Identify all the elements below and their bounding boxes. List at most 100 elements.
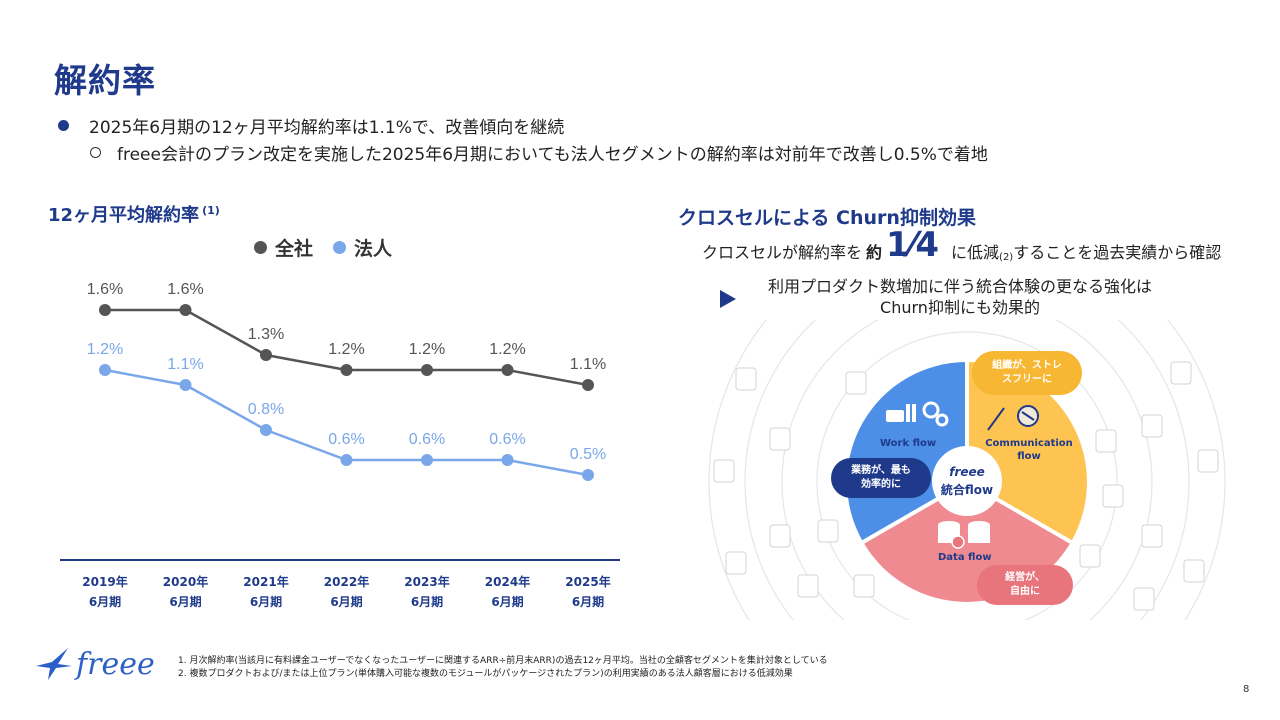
product-icon [725, 551, 747, 575]
hub-label: 統合flow [940, 482, 994, 497]
legend-label-corporate: 法人 [354, 238, 393, 260]
data-label: 1.1% [167, 356, 203, 373]
x-tick-label: 6月期 [89, 594, 121, 609]
x-tick-label: 6月期 [250, 594, 282, 609]
churn-line-chart: 1.6% 1.6% 1.3% 1.2% 1.2% 1.2% 1.1% 1.2% 1.1% 0.8%… [60, 281, 620, 609]
data-point [340, 454, 353, 466]
data-label: 1.1% [570, 356, 606, 373]
cross-sell-fraction: 1⁄4 [886, 225, 940, 265]
x-tick-label: 2025年 [565, 574, 610, 589]
product-icon [1102, 484, 1124, 508]
product-icon [817, 519, 839, 543]
orbit-ring [781, 320, 1153, 620]
page-title: 解約率 [54, 61, 156, 100]
x-tick-label: 2024年 [485, 574, 530, 589]
product-icon [1079, 544, 1101, 568]
x-tick-label: 6月期 [169, 594, 201, 609]
data-point [179, 304, 192, 316]
footnote-2: 2. 複数プロダクトおよび/または上位プラン(単体購入可能な複数のモジュールがパ… [178, 669, 793, 679]
product-icon [845, 371, 867, 395]
data-label: 0.6% [328, 431, 364, 448]
product-icon [1133, 587, 1155, 611]
product-icon [713, 459, 735, 483]
footnote-1: 1. 月次解約率(当該月に有料課金ユーザーでなくなったユーザーに関連するARR÷… [178, 656, 828, 666]
data-point [501, 364, 514, 376]
cross-sell-prefix: クロスセルが解約率を [702, 243, 863, 262]
data-point [421, 454, 433, 466]
synergy-line-1: 利用プロダクト数増加に伴う統合体験の更なる強化は [767, 277, 1152, 296]
product-icon [797, 574, 819, 598]
product-icon [1141, 524, 1163, 548]
freee-bird-icon [36, 648, 72, 680]
product-icon [1183, 559, 1205, 583]
product-icon [735, 367, 757, 391]
footnotes: 1. 月次解約率(当該月に有料課金ユーザーでなくなったユーザーに関連するARR÷… [178, 655, 828, 681]
orbit-ring [744, 320, 1190, 620]
data-point [501, 454, 514, 466]
communication-tools-icon [987, 405, 1039, 431]
freee-logo: freee [34, 646, 155, 682]
cross-sell-statement: クロスセルが解約率を 約 1⁄4 に低減 (2) することを過去実績から確認 [702, 227, 1221, 263]
data-label: 1.6% [87, 281, 123, 298]
data-flow-label: Data flow [938, 552, 992, 563]
data-label: 0.8% [248, 401, 284, 418]
product-icon [853, 574, 875, 598]
cross-sell-note: (2) [999, 252, 1014, 263]
chart-title-note: (1) [202, 204, 220, 217]
product-icon [769, 524, 791, 548]
cross-sell-title: クロスセルによる Churn抑制効果 [678, 207, 976, 229]
x-tick-label: 2019年 [82, 574, 127, 589]
data-point [421, 364, 433, 376]
x-tick-label: 6月期 [330, 594, 362, 609]
pill-operations-text: 業務が、最も効率的に [851, 465, 911, 490]
synergy-line-2: Churn抑制にも効果的 [880, 298, 1040, 317]
data-point [99, 304, 111, 316]
cross-sell-mid: に低減 [951, 243, 1000, 262]
data-point [582, 379, 594, 391]
pill-management-text: 経営が、自由に [1005, 572, 1045, 597]
product-icon [769, 427, 791, 451]
data-db-icon [938, 521, 990, 549]
pill-organization: 組織が、ストレスフリーに [972, 351, 1082, 395]
legend-swatch-corporate [333, 241, 347, 254]
data-label: 0.6% [409, 431, 445, 448]
orbit-ring [816, 331, 1118, 620]
bullet-main-text: 2025年6月期の12ヶ月平均解約率は1.1%で、改善傾向を継続 [89, 118, 565, 138]
page-number: 8 [1243, 684, 1250, 695]
cross-sell-suffix: することを過去実績から確認 [1013, 243, 1222, 262]
data-label: 1.2% [409, 341, 445, 358]
x-tick-label: 2023年 [404, 574, 449, 589]
legend-swatch-all [254, 241, 267, 254]
product-icon [1197, 449, 1219, 473]
chart-title-text: 12ヶ月平均解約率 [48, 205, 200, 226]
legend-label-all: 全社 [275, 238, 314, 260]
data-label: 1.6% [167, 281, 203, 298]
x-tick-label: 2021年 [243, 574, 288, 589]
x-tick-label: 6月期 [411, 594, 443, 609]
work-tools-icon [886, 401, 949, 427]
legend-item-all: 全社 [254, 234, 313, 261]
x-tick-label: 2022年 [324, 574, 369, 589]
data-point [340, 364, 353, 376]
product-icon [1095, 429, 1117, 453]
chart-title: 12ヶ月平均解約率 (1) [48, 201, 220, 227]
data-point [260, 349, 272, 361]
synergy-text: 利用プロダクト数増加に伴う統合体験の更なる強化は Churn抑制にも効果的 [740, 276, 1180, 318]
data-label: 1.2% [328, 341, 364, 358]
legend-item-corporate: 法人 [333, 234, 392, 261]
data-label: 1.3% [248, 326, 284, 343]
integrated-flow-hub: freee 統合flow [932, 446, 1002, 516]
x-tick-label: 6月期 [491, 594, 523, 609]
orbit-ring [708, 320, 1226, 620]
data-label: 1.2% [87, 341, 123, 358]
cross-sell-approx: 約 [866, 243, 883, 262]
bullet-ring-icon [90, 147, 101, 158]
freee-wordmark: freee [76, 646, 155, 682]
product-icon [1170, 361, 1192, 385]
bullet-main: 2025年6月期の12ヶ月平均解約率は1.1%で、改善傾向を継続 [58, 113, 564, 138]
hub-brand: freee [949, 464, 985, 479]
play-arrow-icon [720, 290, 736, 308]
pill-organization-text: 組織が、ストレスフリーに [992, 360, 1062, 385]
x-tick-label: 2020年 [163, 574, 208, 589]
data-label: 1.2% [489, 341, 525, 358]
